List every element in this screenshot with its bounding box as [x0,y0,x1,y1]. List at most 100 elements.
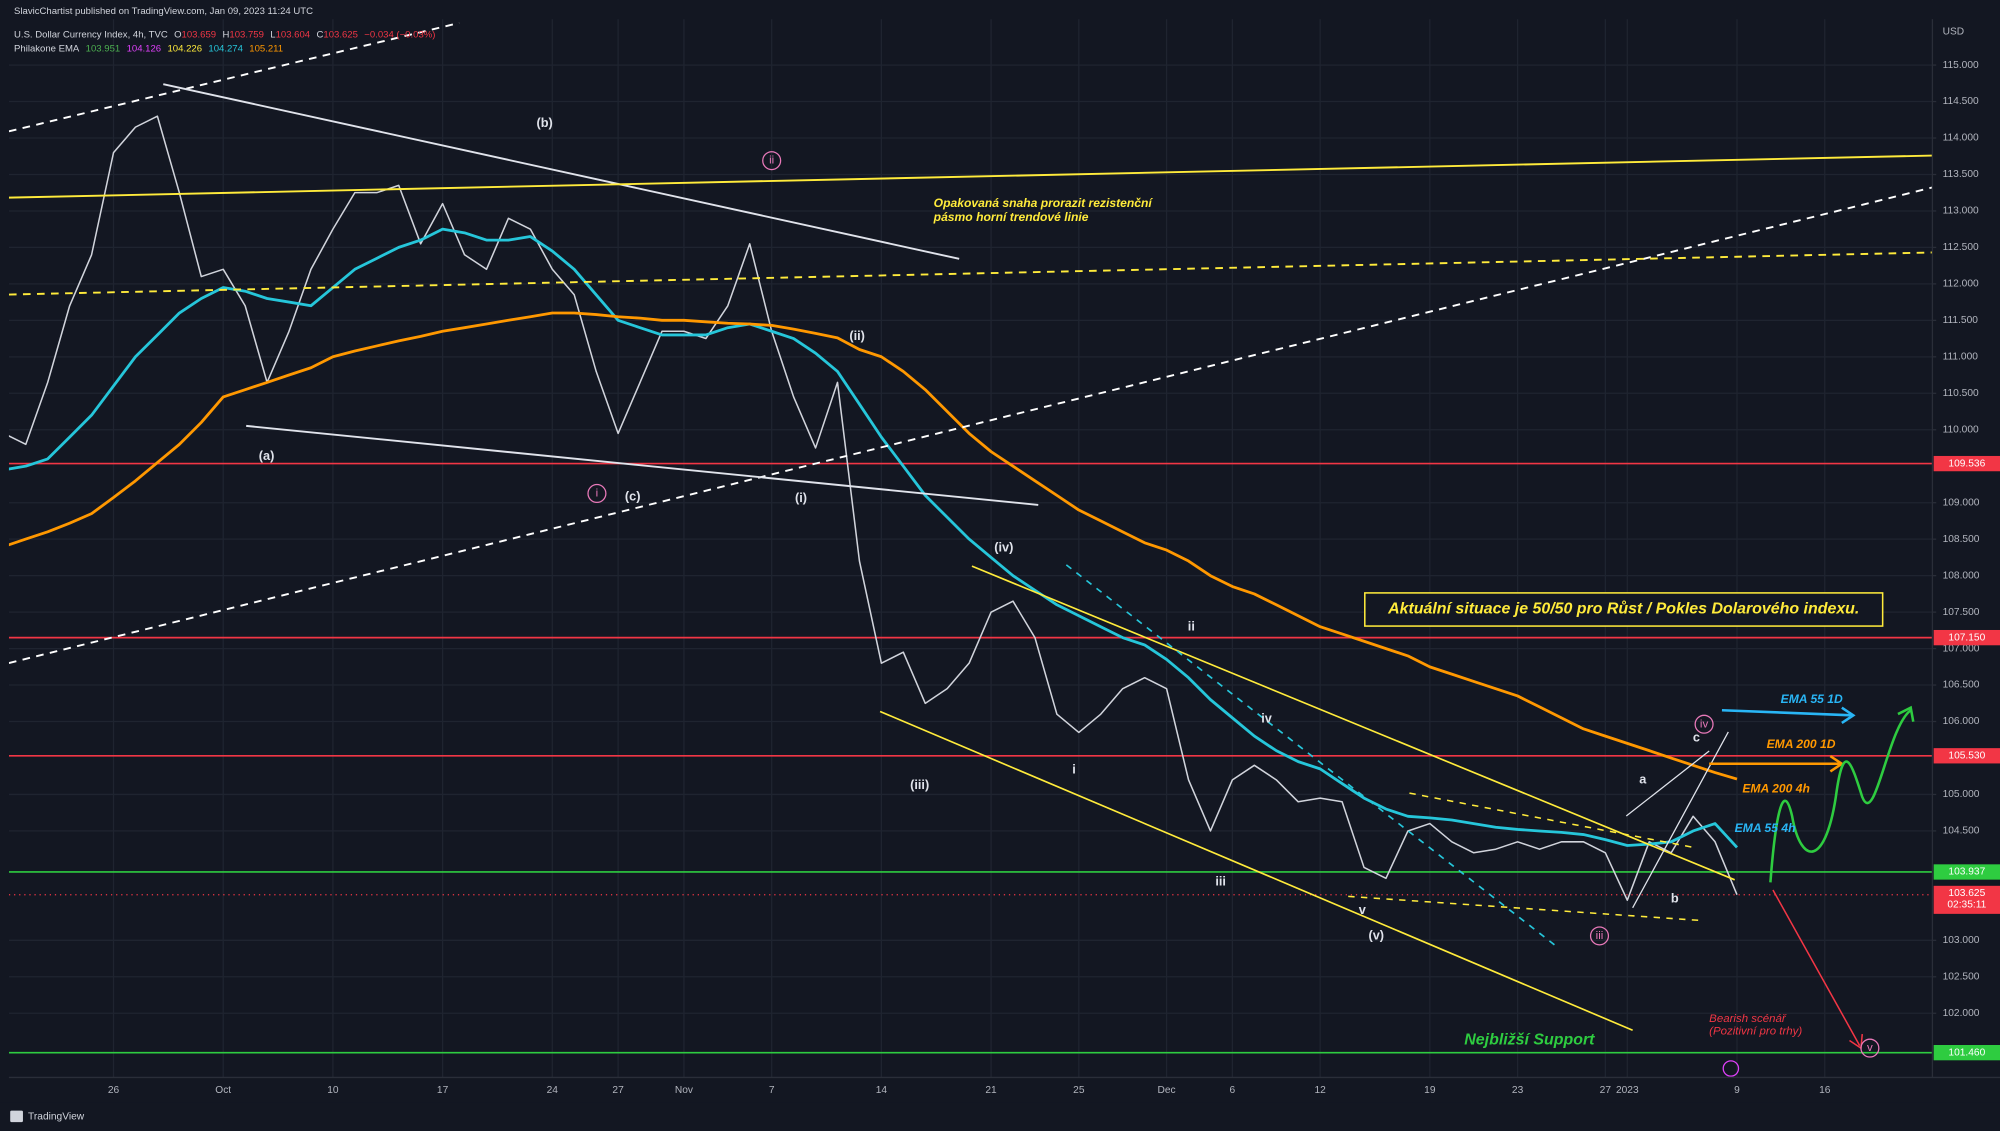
channel-line [1409,792,1697,849]
bearish-note: Bearish scénář [1709,1013,1787,1025]
annotation-box [1364,592,1884,627]
x-tick-label: 7 [769,1085,775,1096]
wave-label: a [1639,772,1647,787]
x-tick-label: 6 [1230,1085,1236,1096]
x-tick-label: 2023 [1616,1085,1639,1096]
wave-label: (i) [795,490,807,505]
axes: 102.000 102.500 103.000 104.500 105.000 106.0… [108,60,2000,1096]
ohlc-value: 103.759 [229,29,264,40]
ohlc-key: L [270,29,275,40]
x-tick-label: 9 [1734,1085,1740,1096]
x-tick-label: Dec [1158,1085,1176,1096]
arrow [1769,705,1915,883]
bearish-note: (Pozitivní pro trhy) [1709,1026,1802,1038]
symbol-legend: U.S. Dollar Currency Index, 4h, TVC O103.… [14,29,435,40]
trendline [163,83,960,260]
x-tick-label: 27 [1600,1085,1612,1096]
y-tick-label: 108.000 [1943,570,1980,581]
wave-label: (ii) [849,328,865,343]
trendline [8,154,1933,199]
level-label: 107.150 [1948,632,1985,643]
drawings [8,22,1933,1050]
x-tick-label: 23 [1512,1085,1524,1096]
arrow [1709,755,1845,773]
trendline [8,251,1933,296]
x-tick-label: 25 [1073,1085,1085,1096]
wave-circle [1860,1038,1880,1058]
wave-label: i [596,487,599,499]
ema-note: EMA 200 4h [1742,781,1810,795]
wave-label: (a) [259,448,275,463]
x-tick-label: Oct [215,1085,231,1096]
y-tick-label: 113.000 [1943,206,1979,217]
wave-label: (c) [625,489,641,504]
y-tick-label: 108.500 [1943,534,1980,545]
indicator-value: 104.274 [208,43,243,54]
price-value: 103.625 [1948,888,1985,899]
level-label: 103.937 [1948,867,1985,878]
wave-label: v [1359,902,1367,917]
y-tick-label: 114.000 [1943,133,1979,144]
ohlc-value: 103.659 [182,29,217,40]
x-tick-label: 10 [327,1085,339,1096]
y-tick-label: 107.500 [1943,607,1980,618]
support-note: Nejbližší Support [1464,1032,1595,1049]
arrow [1721,706,1856,725]
x-tick-label: 26 [108,1085,120,1096]
wave-label: (iv) [994,540,1013,555]
box-note: Aktuální situace je 50/50 pro Růst / Pok… [1387,601,1859,618]
channel-line [1632,731,1729,909]
indicator-value: 103.951 [86,43,121,54]
y-tick-label: 105.000 [1943,789,1980,800]
level-tag [1933,748,2000,764]
level-tag [1933,629,2000,646]
y-tick-label: 114.500 [1943,96,1979,107]
currency: USD [1943,27,1965,38]
series-line [8,227,1739,849]
ema-note: EMA 200 1D [1767,737,1836,751]
y-tick-label: 110.000 [1943,424,1979,435]
x-tick-label: 16 [1819,1085,1831,1096]
x-tick-label: 14 [876,1085,888,1096]
y-tick-label: 106.000 [1943,716,1980,727]
wave-label: i [1072,762,1076,777]
x-tick-label: 21 [985,1085,997,1096]
y-tick-label: 115.000 [1943,60,1979,71]
note: pásmo horní trendové linie [933,210,1089,224]
wave-circle [1694,714,1714,734]
x-tick-label: 17 [437,1085,449,1096]
indicator-value: 104.226 [167,43,202,54]
x-tick-label: Nov [675,1085,694,1096]
level-tag [1933,455,2000,472]
footer-bar [0,1102,2000,1131]
channel-line [1065,564,1557,947]
text-notes: Opakovaná snaha prorazit rezistenční pás… [933,196,1860,1048]
y-tick-label: 104.500 [1943,826,1980,837]
y-tick-label: 102.000 [1943,1008,1980,1019]
wave-label: (v) [1368,927,1384,942]
level-label: 101.460 [1948,1047,1985,1058]
wave-label: c [1693,730,1700,745]
level-label: 109.536 [1948,458,1985,469]
wave-label: ii [769,155,774,167]
x-tick-label: 12 [1314,1085,1326,1096]
indicator-value: 104.126 [127,43,162,54]
data-layer [8,19,1933,1078]
ema-note: EMA 55 1D [1781,692,1843,706]
event-icon[interactable] [1722,1060,1740,1077]
price-tag [1933,885,2000,914]
indicator-legend: Philakone EMA 103.951 104.126 104.226 104.27… [14,43,283,54]
ohlc-value: 103.625 [323,29,358,40]
y-tick-label: 109.000 [1943,497,1980,508]
y-tick-label: 111.000 [1943,352,1979,363]
x-tick-label: 24 [547,1085,559,1096]
indicator: Philakone EMA [14,43,80,54]
logo [10,1110,23,1123]
ohlc-value: 103.604 [276,29,311,40]
wave-label: ii [1188,619,1195,634]
symbol: U.S. Dollar Currency Index, 4h, TVC [14,29,168,40]
ohlc-key: O [174,29,181,40]
wave-label: (b) [537,115,553,130]
